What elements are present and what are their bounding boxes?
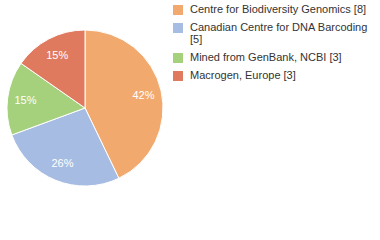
legend-label: Centre for Biodiversity Genomics [8]	[190, 3, 366, 15]
data-labels: 42% 26% 15% 15%	[14, 49, 154, 170]
legend-label: Canadian Centre for DNA Barcoding[5]	[190, 21, 367, 45]
data-label: 42%	[132, 88, 154, 100]
chart-container: 42% 26% 15% 15% Centre for Biodiversity Geno…	[0, 0, 380, 240]
legend-swatch	[173, 23, 183, 33]
legend-item: Centre for Biodiversity Genomics [8]	[173, 3, 366, 15]
legend-item: Canadian Centre for DNA Barcoding[5]	[173, 21, 367, 45]
legend-swatch	[173, 53, 183, 63]
legend-swatch	[173, 5, 183, 15]
legend-label: Macrogen, Europe [3]	[190, 69, 296, 81]
data-label: 26%	[51, 157, 73, 169]
legend-swatch	[173, 71, 183, 81]
data-label: 15%	[46, 49, 68, 61]
legend-item: Mined from GenBank, NCBI [3]	[173, 51, 342, 63]
pie	[7, 30, 163, 186]
legend-label: Mined from GenBank, NCBI [3]	[190, 51, 342, 63]
chart-svg: 42% 26% 15% 15% Centre for Biodiversity Geno…	[0, 0, 380, 240]
legend: Centre for Biodiversity Genomics [8] Cana…	[173, 3, 367, 81]
data-label: 15%	[14, 94, 36, 106]
legend-item: Macrogen, Europe [3]	[173, 69, 296, 81]
